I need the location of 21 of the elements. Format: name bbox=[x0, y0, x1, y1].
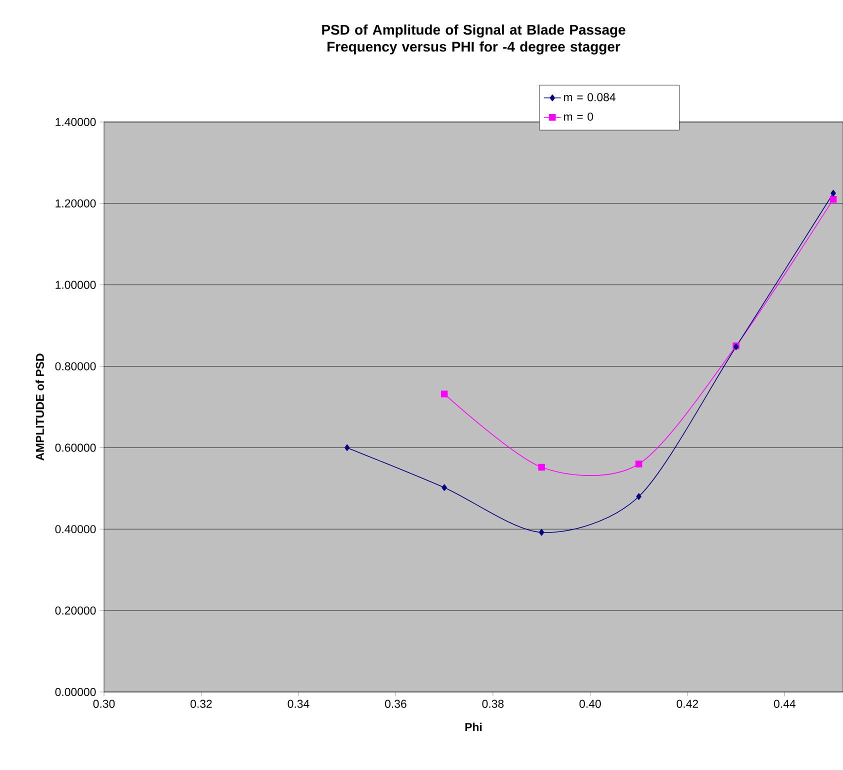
x-axis-title: Phi bbox=[465, 722, 482, 732]
y-tick-label: 1.40000 bbox=[56, 118, 96, 126]
chart-title: PSD of Amplitude of Signal at Blade Passage Frequency versus PHI for -4 degree stagger bbox=[322, 24, 626, 54]
y-tick-label: 0.80000 bbox=[55, 362, 96, 370]
x-tick-label: 0.42 bbox=[676, 700, 698, 708]
legend-label: m = 0 bbox=[564, 112, 594, 121]
y-axis-title: AMPLITUDE of PSD bbox=[36, 354, 44, 460]
x-tick-label: 0.44 bbox=[774, 700, 796, 708]
x-tick-label: 0.36 bbox=[385, 700, 406, 708]
x-tick-label: 0.38 bbox=[482, 700, 504, 708]
y-tick-label: 0.40000 bbox=[55, 525, 96, 534]
x-tick-label: 0.40 bbox=[579, 700, 601, 708]
y-tick-label: 0.20000 bbox=[55, 606, 96, 615]
y-tick-label: 0.60000 bbox=[55, 444, 96, 452]
y-tick-label: 1.00000 bbox=[56, 280, 96, 289]
x-tick-label: 0.30 bbox=[93, 700, 115, 708]
y-tick-label: 1.20000 bbox=[56, 199, 96, 208]
y-tick-label: 0.00000 bbox=[55, 688, 96, 696]
x-tick-label: 0.34 bbox=[288, 700, 310, 708]
legend-label: m = 0.084 bbox=[564, 93, 616, 102]
x-tick-label: 0.32 bbox=[190, 700, 212, 708]
